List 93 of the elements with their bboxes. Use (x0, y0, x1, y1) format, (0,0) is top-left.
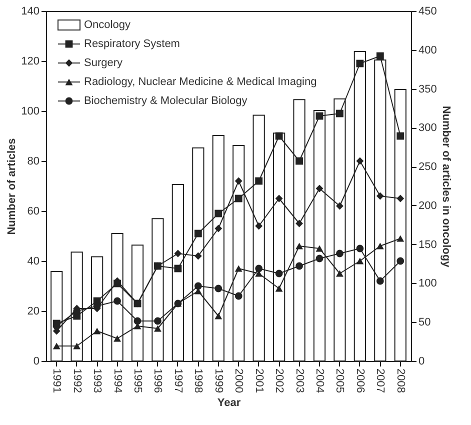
point (114, 297, 121, 305)
y-tick-label: 20 (27, 306, 40, 318)
legend-label: Biochemistry & Molecular Biology (84, 95, 248, 107)
x-tick-label: 2007 (374, 368, 386, 393)
point (316, 254, 324, 262)
point (336, 270, 344, 277)
point (255, 264, 263, 272)
x-tick-label: 2003 (293, 368, 306, 393)
point (336, 250, 344, 258)
point (275, 285, 283, 292)
y2-tick-label: 350 (418, 83, 437, 96)
point (234, 292, 242, 300)
point (114, 335, 121, 342)
y-tick-label: 40 (27, 256, 40, 268)
x-tick-label: 1999 (212, 368, 224, 393)
x-tick-label: 2000 (232, 368, 245, 393)
point (356, 244, 364, 252)
point (174, 264, 182, 272)
point (376, 242, 384, 250)
point (275, 132, 283, 140)
point (73, 342, 81, 350)
point (356, 157, 364, 165)
point (396, 257, 404, 265)
point (154, 317, 162, 325)
point (234, 265, 242, 272)
x-tick-label: 2004 (313, 368, 326, 393)
y2-tick-label: 150 (418, 238, 437, 251)
x-tick-label: 1992 (70, 368, 83, 393)
x-tick-label: 1995 (132, 368, 144, 393)
legend-label: Respiratory System (84, 38, 180, 50)
point (296, 242, 303, 250)
point (194, 252, 202, 260)
point (93, 328, 101, 334)
x-tick-label: 2008 (394, 368, 406, 393)
y2-axis-title: Number of articles in oncology (440, 106, 452, 268)
point (52, 342, 60, 350)
point (296, 262, 303, 270)
y2-tick-label: 50 (418, 316, 431, 329)
point (255, 222, 263, 230)
point (234, 177, 242, 185)
point (396, 132, 404, 140)
y2-tick-label: 200 (418, 200, 437, 212)
legend-label: Radiology, Nuclear Medicine & Medical Imaging (84, 76, 317, 88)
y2-tick-label: 300 (418, 122, 437, 134)
point (214, 224, 222, 232)
y-tick-label: 60 (27, 206, 40, 218)
point (376, 277, 384, 285)
point (376, 52, 384, 60)
x-tick-label: 1991 (50, 368, 63, 393)
y2-tick-label: 250 (418, 161, 437, 174)
point (376, 192, 384, 200)
x-tick-label: 1994 (111, 368, 124, 393)
point (356, 60, 364, 68)
point (275, 194, 283, 202)
y2-tick-label: 450 (418, 6, 437, 18)
point (174, 250, 182, 258)
y2-tick-label: 100 (418, 278, 437, 290)
point (336, 110, 344, 118)
x-tick-label: 1996 (152, 368, 164, 393)
y-tick-label: 100 (21, 106, 40, 118)
x-tick-label: 2006 (354, 368, 366, 393)
x-axis-title: Year (217, 396, 242, 409)
point (214, 284, 222, 292)
x-tick-label: 1998 (192, 368, 204, 393)
x-tick-label: 2001 (252, 368, 265, 393)
point (396, 194, 404, 202)
point (396, 235, 404, 242)
point (234, 194, 242, 202)
x-tick-label: 1993 (91, 368, 104, 393)
x-tick-label: 2002 (273, 368, 286, 393)
y2-tick-label: 0 (418, 356, 425, 368)
point (356, 258, 364, 264)
legend-label: Surgery (84, 57, 124, 69)
y2-tick-label: 400 (418, 44, 437, 56)
point (316, 245, 324, 252)
point (194, 282, 202, 290)
y-tick-label: 80 (27, 156, 40, 168)
x-tick-label: 2005 (334, 368, 346, 393)
y-axis-title: Number of articles (6, 138, 18, 235)
y-tick-label: 140 (21, 6, 40, 18)
x-tick-label: 1997 (172, 368, 184, 393)
point (255, 177, 263, 185)
point (134, 317, 142, 325)
point (296, 157, 303, 165)
point (194, 230, 202, 238)
y-tick-label: 0 (33, 356, 40, 368)
point (214, 312, 222, 320)
point (154, 325, 162, 332)
y-tick-label: 120 (21, 56, 40, 68)
point (275, 270, 283, 278)
legend-label: Oncology (84, 19, 131, 31)
point (316, 184, 324, 192)
point (214, 210, 222, 218)
